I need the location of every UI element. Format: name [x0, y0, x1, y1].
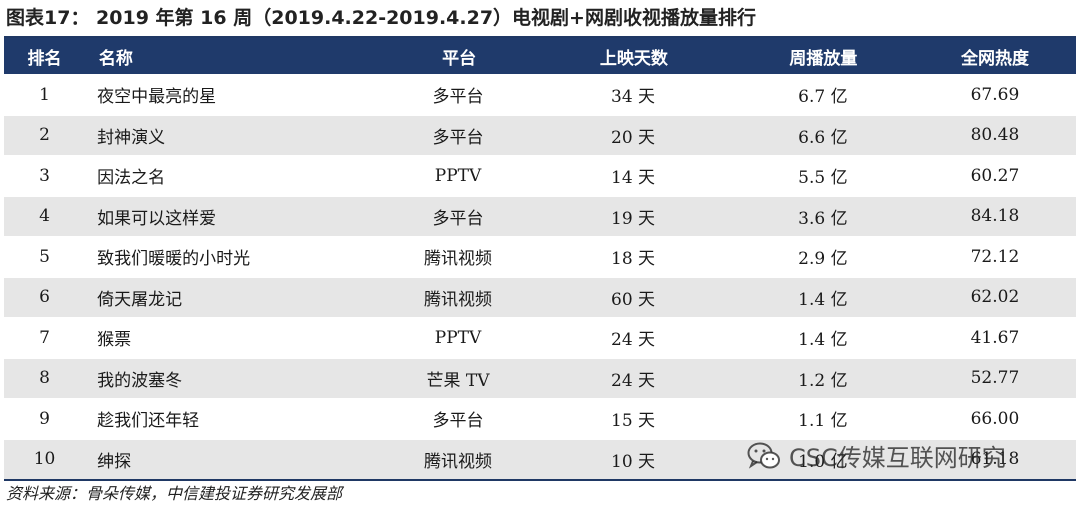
table-row: 1 夜空中最亮的星 多平台 34 天 6.7 亿 67.69	[4, 75, 1076, 116]
cell-rank: 10	[33, 449, 56, 470]
cell-platform: 腾讯视频	[424, 289, 492, 310]
cell-platform: 腾讯视频	[424, 249, 492, 270]
figure-title: 图表17： 2019 年第 16 周（2019.4.22-2019.4.27）电…	[6, 7, 756, 29]
table-row: 8 我的波塞冬 芒果 TV 24 天 1.2 亿 52.77	[4, 358, 1076, 399]
cell-platform: 芒果 TV	[426, 370, 490, 391]
header-platform: 平台	[442, 48, 477, 69]
cell-platform: PPTV	[434, 165, 482, 186]
cell-rank: 7	[39, 327, 50, 348]
table-row: 5 致我们暖暖的小时光 腾讯视频 18 天 2.9 亿 72.12	[4, 237, 1076, 278]
cell-heat: 66.00	[970, 408, 1020, 429]
cell-days: 15 天	[611, 411, 656, 432]
cell-heat: 60.27	[970, 165, 1020, 186]
cell-days: 18 天	[611, 249, 656, 270]
header-days: 上映天数	[599, 48, 668, 69]
cell-platform: 腾讯视频	[424, 451, 492, 472]
cell-name: 猴票	[97, 330, 132, 351]
table-row: 2 封神演义 多平台 20 天 6.6 亿 80.48	[4, 115, 1076, 156]
cell-weekly-plays: 1.2 亿	[798, 370, 848, 391]
cell-weekly-plays: 5.5 亿	[798, 168, 848, 189]
cell-name: 我的波塞冬	[97, 370, 183, 391]
cell-days: 34 天	[611, 87, 656, 108]
table-row: 9 趁我们还年轻 多平台 15 天 1.1 亿 66.00	[4, 399, 1076, 440]
cell-days: 20 天	[611, 127, 656, 148]
wechat-icon	[747, 442, 780, 469]
cell-platform: PPTV	[434, 327, 482, 348]
table-row: 7 猴票 PPTV 24 天 1.4 亿 41.67	[4, 318, 1076, 359]
table-row: 4 如果可以这样爱 多平台 19 天 3.6 亿 84.18	[4, 196, 1076, 237]
table-row: 10 绅探 腾讯视频 10 天 1.0 亿 61.18	[4, 439, 1076, 479]
cell-heat: 62.02	[970, 287, 1020, 308]
cell-heat: 52.77	[970, 368, 1020, 389]
cell-platform: 多平台	[432, 208, 484, 229]
cell-name: 致我们暖暖的小时光	[97, 249, 251, 270]
cell-rank: 5	[39, 246, 50, 267]
cell-weekly-plays: 2.9 亿	[798, 249, 848, 270]
cell-weekly-plays: 1.0 亿	[798, 451, 848, 472]
cell-rank: 2	[39, 125, 50, 146]
cell-rank: 8	[39, 368, 50, 389]
cell-weekly-plays: 3.6 亿	[798, 208, 848, 229]
table-header-row: 排名 名称 平台 上映天数 周播放量 全网热度	[4, 38, 1076, 75]
cell-heat: 80.48	[970, 125, 1020, 146]
table-row: 3 因法之名 PPTV 14 天 5.5 亿 60.27	[4, 156, 1076, 197]
source-note: 资料来源：骨朵传媒，中信建投证券研究发展部	[6, 484, 343, 503]
cell-rank: 1	[39, 84, 50, 105]
cell-name: 趁我们还年轻	[97, 411, 200, 432]
cell-weekly-plays: 6.7 亿	[798, 87, 848, 108]
header-heat: 全网热度	[961, 48, 1030, 69]
cell-days: 24 天	[611, 330, 656, 351]
cell-heat: 41.67	[970, 327, 1020, 348]
header-weekly-plays: 周播放量	[789, 48, 858, 69]
cell-platform: 多平台	[432, 411, 484, 432]
cell-days: 24 天	[611, 370, 656, 391]
cell-heat: 61.18	[970, 449, 1020, 470]
cell-rank: 6	[39, 287, 50, 308]
cell-platform: 多平台	[432, 87, 484, 108]
cell-heat: 72.12	[970, 246, 1020, 267]
cell-rank: 3	[39, 165, 50, 186]
cell-days: 19 天	[611, 208, 656, 229]
cell-name: 如果可以这样爱	[97, 208, 217, 229]
table-row: 6 倚天屠龙记 腾讯视频 60 天 1.4 亿 62.02	[4, 277, 1076, 318]
cell-heat: 67.69	[970, 84, 1020, 105]
cell-name: 封神演义	[97, 127, 166, 148]
cell-weekly-plays: 6.6 亿	[798, 127, 848, 148]
cell-weekly-plays: 1.4 亿	[798, 289, 848, 310]
cell-name: 夜空中最亮的星	[97, 87, 217, 108]
cell-name: 绅探	[97, 451, 132, 472]
cell-rank: 4	[39, 206, 50, 227]
cell-weekly-plays: 1.4 亿	[798, 330, 848, 351]
watermark: CSC传媒互联网研究	[747, 438, 1006, 473]
cell-days: 10 天	[611, 451, 656, 472]
watermark-text: CSC传媒互联网研究	[789, 444, 1006, 472]
header-rank: 排名	[27, 48, 62, 69]
cell-name: 因法之名	[97, 168, 166, 189]
cell-platform: 多平台	[432, 127, 484, 148]
cell-weekly-plays: 1.1 亿	[798, 411, 848, 432]
cell-heat: 84.18	[970, 206, 1020, 227]
cell-name: 倚天屠龙记	[97, 289, 183, 310]
cell-days: 14 天	[611, 168, 656, 189]
cell-days: 60 天	[611, 289, 656, 310]
header-name: 名称	[98, 48, 133, 69]
cell-rank: 9	[39, 408, 50, 429]
